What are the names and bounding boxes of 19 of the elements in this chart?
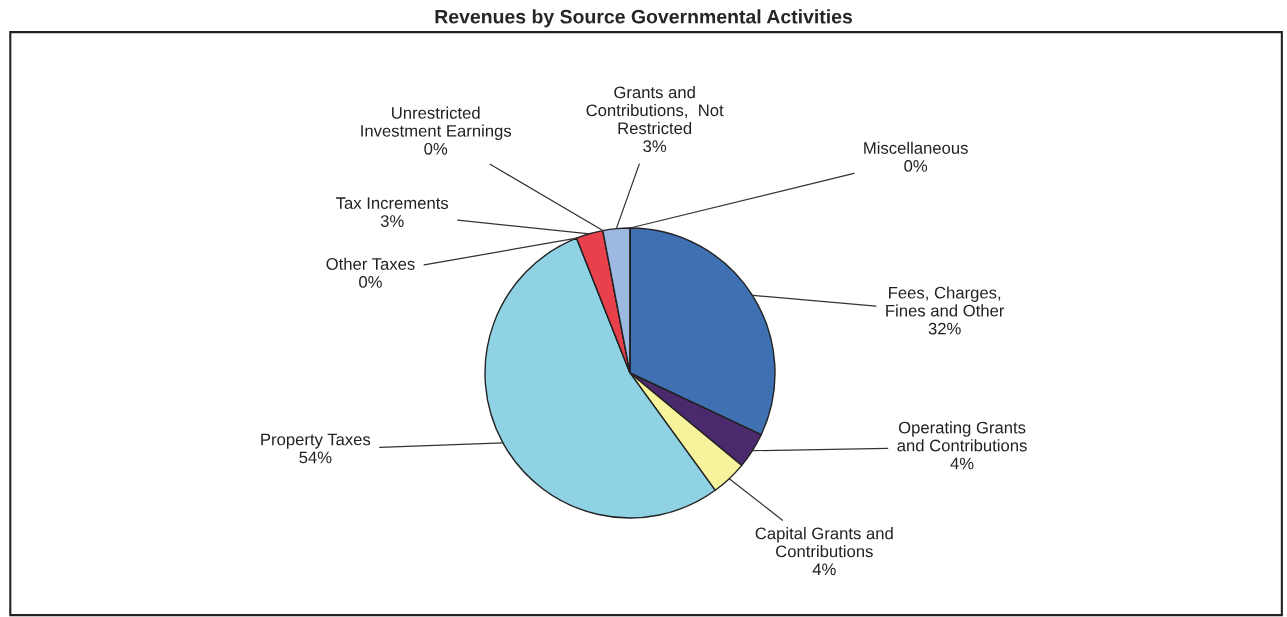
- slice-label: Tax Increments: [336, 197, 449, 209]
- slice-label: Property Taxes: [261, 433, 371, 449]
- data-label: 3%: [643, 140, 667, 153]
- data-label: 4%: [812, 563, 836, 576]
- text: 0%: [904, 160, 928, 172]
- text: 0%: [424, 142, 448, 155]
- data-label: 4%: [950, 457, 974, 470]
- category-label: Unrestricted Investment Earnings: [361, 106, 512, 141]
- data-label: 54%: [299, 451, 332, 464]
- category-label: Other Taxes: [326, 257, 415, 270]
- category-label: Miscellaneous: [864, 141, 968, 154]
- slice-label: Capital Grants and Contributions: [755, 527, 893, 558]
- data-label: 3%: [380, 215, 404, 227]
- data-label: 32%: [928, 322, 961, 335]
- slice-label: Grants and Contributions, Not Restricted: [586, 86, 724, 135]
- text: 0%: [359, 276, 382, 288]
- slice-label: Operating Grants and Contributions: [897, 421, 1027, 452]
- chart-title: Revenues by Source Governmental Activities: [435, 9, 852, 28]
- slice-label: Fees, Charges, Fines and Other: [886, 286, 1005, 317]
